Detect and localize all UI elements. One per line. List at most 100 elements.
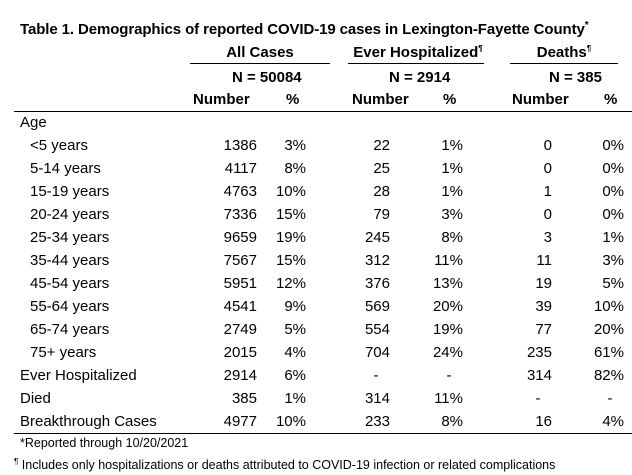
cell-h-n: 22 [373,137,390,154]
cell-h-n: 314 [364,390,390,407]
cell-h-n: 704 [364,344,390,361]
footnote-reported: *Reported through 10/20/2021 [20,436,189,450]
cell-a-p: 5% [284,321,306,338]
cell-a-n: 2015 [223,344,257,361]
table-row: Ever Hospitalized 2914 6% - - 314 82% [0,367,632,390]
footnote-hospitalizations: ¶ Includes only hospitalizations or deat… [14,457,555,472]
cell-a-n: 7567 [223,252,257,269]
table-row: 65-74 years 2749 5% 554 19% 77 20% [0,321,632,344]
row-label: 20-24 years [30,206,110,223]
table-title: Table 1. Demographics of reported COVID-… [20,20,589,38]
cell-d-p: 1% [602,229,624,246]
cell-d-p: 0% [602,206,624,223]
group-underline-hosp [348,63,484,64]
group-underline-deaths [510,63,618,64]
cell-h-p: 8% [441,413,463,430]
cell-h-p: 1% [441,160,463,177]
cell-h-p: 1% [441,183,463,200]
group-header-deaths: Deaths¶ [510,44,618,61]
col-header-all-percent: % [286,91,300,108]
table-row: 45-54 years 5951 12% 376 13% 19 5% [0,275,632,298]
table-row: 55-64 years 4541 9% 569 20% 39 10% [0,298,632,321]
group-label-hosp: Ever Hospitalized [353,44,479,61]
cell-a-p: 9% [284,298,306,315]
cell-h-p: 11% [434,252,463,269]
header-bottom-rule [14,111,632,112]
col-header-hosp-number: Number [352,91,409,108]
cell-a-p: 15% [275,252,306,269]
cell-d-n: 11 [536,252,552,269]
cell-h-p: 19% [432,321,463,338]
cell-d-n: 16 [535,413,552,430]
cell-a-n: 4117 [224,160,257,177]
cell-a-n: 2749 [223,321,257,338]
cell-h-p: 20% [432,298,463,315]
cell-d-p: - [607,390,613,407]
cell-a-n: 385 [231,390,257,407]
group-deaths-mark: ¶ [586,44,592,53]
cell-a-n: 4541 [223,298,257,315]
cell-a-p: 8% [284,160,306,177]
table-row: 15-19 years 4763 10% 28 1% 1 0% [0,183,632,206]
row-label: 25-34 years [30,229,110,246]
cell-a-p: 4% [284,344,306,361]
table-row: Died 385 1% 314 11% - - [0,390,632,413]
title-text: Table 1. Demographics of reported COVID-… [20,21,585,38]
table-row: <5 years 1386 3% 22 1% 0 0% [0,137,632,160]
row-label: Ever Hospitalized [20,367,137,384]
cell-d-p: 20% [593,321,624,338]
cell-d-n: 235 [526,344,552,361]
group-hosp-mark: ¶ [478,44,483,53]
cell-a-n: 7336 [223,206,257,223]
cell-a-n: 5951 [223,275,257,292]
group-label-all: All Cases [226,44,294,61]
cell-h-n: 312 [364,252,390,269]
cell-a-n: 2914 [223,367,257,384]
cell-d-p: 82% [593,367,624,384]
table-row: 25-34 years 9659 19% 245 8% 3 1% [0,229,632,252]
col-header-deaths-percent: % [604,91,618,108]
cell-a-p: 10% [275,413,306,430]
cell-h-p: 24% [432,344,463,361]
cell-d-n: 3 [543,229,552,246]
cell-d-n: 0 [543,160,552,177]
cell-h-n: 79 [373,206,390,223]
cell-a-n: 1386 [223,137,257,154]
footnote-hospitalizations-text: Includes only hospitalizations or deaths… [18,458,556,473]
cell-h-p: 3% [441,206,463,223]
table-row: 20-24 years 7336 15% 79 3% 0 0% [0,206,632,229]
table-row: 5-14 years 4117 8% 25 1% 0 0% [0,160,632,183]
cell-h-n: 245 [364,229,390,246]
cell-d-p: 4% [602,413,624,430]
table-bottom-rule [14,433,632,434]
cell-h-n: - [373,367,379,384]
cell-h-n: 554 [364,321,390,338]
cell-a-p: 3% [284,137,306,154]
cell-a-n: 9659 [223,229,257,246]
row-label: 5-14 years [30,160,101,177]
row-label: 45-54 years [30,275,110,292]
row-label: Breakthrough Cases [20,413,157,430]
cell-h-n: 376 [364,275,390,292]
cell-a-p: 12% [275,275,306,292]
group-header-all-cases: All Cases [190,44,330,61]
row-label: <5 years [30,137,88,154]
col-header-deaths-number: Number [512,91,569,108]
cell-h-n: 569 [364,298,390,315]
cell-d-n: 0 [543,206,552,223]
section-label-age: Age [20,114,47,131]
cell-d-n: 1 [543,183,552,200]
cell-a-p: 19% [275,229,306,246]
col-header-hosp-percent: % [443,91,457,108]
cell-d-p: 10% [593,298,624,315]
footnote-mark: ¶ [14,457,19,466]
group-label-deaths: Deaths [536,44,587,61]
table-row: Breakthrough Cases 4977 10% 233 8% 16 4% [0,413,632,436]
cell-a-p: 10% [275,183,306,200]
table-row: 35-44 years 7567 15% 312 11% 11 3% [0,252,632,275]
cell-d-n: - [535,390,541,407]
section-row-age: Age [0,114,632,137]
cell-d-p: 61% [593,344,624,361]
cell-d-p: 0% [602,137,624,154]
